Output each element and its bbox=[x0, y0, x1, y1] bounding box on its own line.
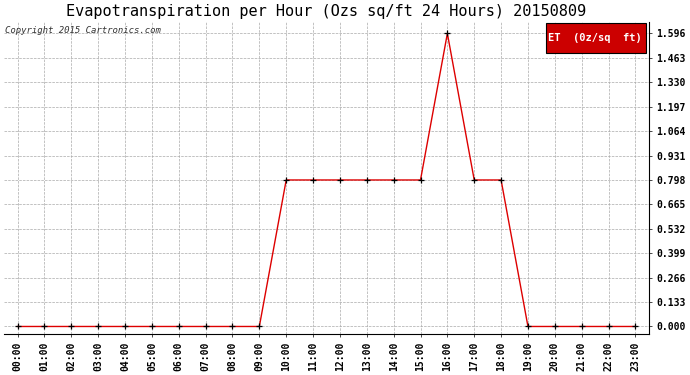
Text: Copyright 2015 Cartronics.com: Copyright 2015 Cartronics.com bbox=[5, 26, 161, 35]
Title: Evapotranspiration per Hour (Ozs sq/ft 24 Hours) 20150809: Evapotranspiration per Hour (Ozs sq/ft 2… bbox=[66, 4, 586, 19]
FancyBboxPatch shape bbox=[546, 23, 646, 53]
Text: ET  (0z/sq  ft): ET (0z/sq ft) bbox=[549, 33, 642, 43]
